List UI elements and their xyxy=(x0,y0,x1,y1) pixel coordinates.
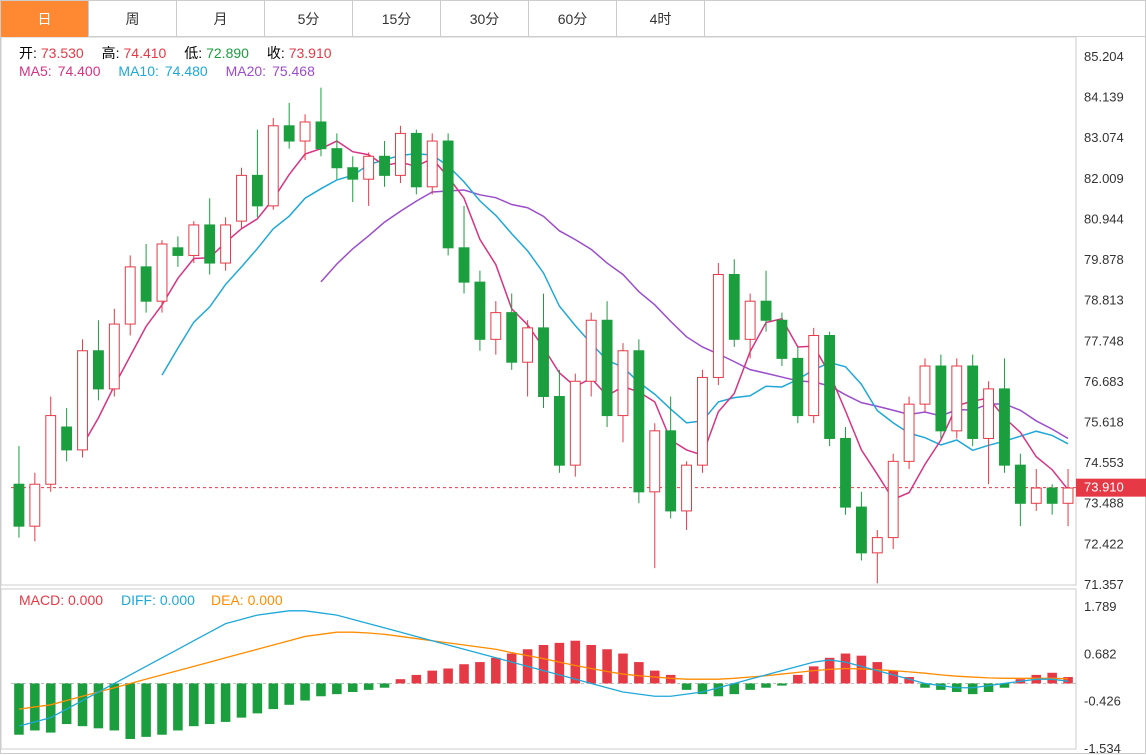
tab-2[interactable]: 月 xyxy=(177,1,265,37)
svg-text:74.553: 74.553 xyxy=(1084,455,1124,470)
svg-text:0.682: 0.682 xyxy=(1084,646,1117,661)
ma-readout: MA5: 74.400 MA10: 74.480 MA20: 75.468 xyxy=(19,63,321,79)
svg-text:DIFF: 0.000: DIFF: 0.000 xyxy=(121,592,195,608)
svg-text:80.944: 80.944 xyxy=(1084,211,1124,226)
low-label: 低: xyxy=(184,45,202,61)
svg-text:71.357: 71.357 xyxy=(1084,577,1124,592)
tab-4[interactable]: 15分 xyxy=(353,1,441,37)
high-label: 高: xyxy=(102,45,120,61)
open-label: 开: xyxy=(19,45,37,61)
svg-text:73.910: 73.910 xyxy=(1084,480,1124,495)
svg-text:76.683: 76.683 xyxy=(1084,374,1124,389)
timeframe-tabs: 日周月5分15分30分60分4时 xyxy=(1,1,1145,37)
tab-7[interactable]: 4时 xyxy=(617,1,705,37)
svg-text:1.789: 1.789 xyxy=(1084,599,1117,614)
open-value: 73.530 xyxy=(41,45,84,61)
svg-text:DEA: 0.000: DEA: 0.000 xyxy=(211,592,283,608)
tab-3[interactable]: 5分 xyxy=(265,1,353,37)
svg-text:75.618: 75.618 xyxy=(1084,415,1124,430)
svg-text:-0.426: -0.426 xyxy=(1084,694,1121,709)
tab-5[interactable]: 30分 xyxy=(441,1,529,37)
svg-text:72.422: 72.422 xyxy=(1084,536,1124,551)
tab-1[interactable]: 周 xyxy=(89,1,177,37)
svg-text:82.009: 82.009 xyxy=(1084,171,1124,186)
svg-text:-1.534: -1.534 xyxy=(1084,741,1121,755)
svg-text:84.139: 84.139 xyxy=(1084,90,1124,105)
svg-text:MACD: 0.000: MACD: 0.000 xyxy=(19,592,103,608)
svg-text:78.813: 78.813 xyxy=(1084,293,1124,308)
close-value: 73.910 xyxy=(289,45,332,61)
ma5-value: 74.400 xyxy=(58,63,101,79)
high-value: 74.410 xyxy=(124,45,167,61)
ma20-label: MA20: xyxy=(226,63,266,79)
svg-text:85.204: 85.204 xyxy=(1084,49,1124,64)
svg-text:79.878: 79.878 xyxy=(1084,252,1124,267)
ma10-value: 74.480 xyxy=(165,63,208,79)
tab-6[interactable]: 60分 xyxy=(529,1,617,37)
svg-text:83.074: 83.074 xyxy=(1084,130,1124,145)
chart-area[interactable]: 85.204 84.139 83.074 82.009 80.944 79.878 78.8… xyxy=(1,37,1146,755)
ohlc-readout: 开:73.530 高:74.410 低:72.890 收:73.910 xyxy=(19,43,336,63)
ma5-label: MA5: xyxy=(19,63,52,79)
tab-0[interactable]: 日 xyxy=(1,1,89,37)
close-label: 收: xyxy=(267,45,285,61)
ma10-label: MA10: xyxy=(118,63,158,79)
svg-text:77.748: 77.748 xyxy=(1084,333,1124,348)
ma20-value: 75.468 xyxy=(272,63,315,79)
svg-text:73.488: 73.488 xyxy=(1084,496,1124,511)
low-value: 72.890 xyxy=(206,45,249,61)
